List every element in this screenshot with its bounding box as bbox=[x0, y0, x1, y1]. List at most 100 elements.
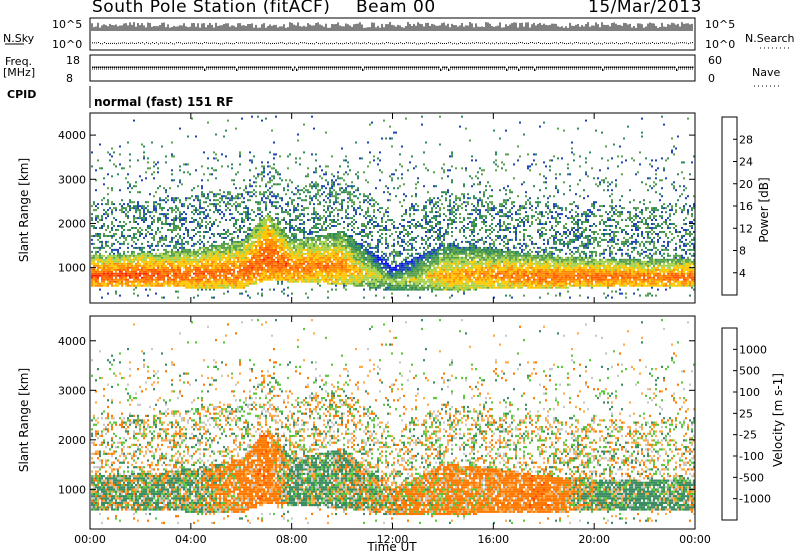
power-cell bbox=[211, 191, 213, 194]
power-cell bbox=[193, 199, 195, 202]
power-cell bbox=[281, 276, 283, 279]
power-cell bbox=[279, 223, 281, 225]
power-cell bbox=[147, 157, 149, 160]
power-cell bbox=[201, 185, 203, 188]
freq-dot bbox=[116, 66, 118, 68]
power-cell bbox=[211, 258, 213, 261]
nave-dot bbox=[374, 68, 375, 70]
power-cell bbox=[109, 282, 111, 285]
power-cell bbox=[97, 258, 99, 261]
power-cell bbox=[195, 284, 197, 287]
power-cell bbox=[253, 252, 255, 255]
power-cell bbox=[195, 135, 197, 138]
power-cell bbox=[273, 268, 275, 271]
power-cell bbox=[261, 165, 263, 168]
power-cell bbox=[275, 250, 277, 253]
power-cell bbox=[327, 260, 329, 263]
power-cell bbox=[193, 248, 195, 251]
power-cell bbox=[163, 280, 165, 283]
power-cell bbox=[167, 258, 169, 261]
power-cell bbox=[289, 250, 291, 253]
power-cell bbox=[321, 177, 323, 180]
power-cell bbox=[283, 187, 285, 190]
power-cell bbox=[153, 203, 155, 206]
nave-dot bbox=[640, 68, 641, 70]
power-cell bbox=[161, 221, 163, 223]
nave-dot bbox=[294, 68, 295, 70]
power-cell bbox=[103, 284, 105, 287]
power-cell bbox=[287, 270, 289, 273]
power-cell bbox=[221, 244, 223, 247]
power-cell bbox=[263, 270, 265, 273]
power-cell bbox=[105, 217, 107, 220]
power-cell bbox=[143, 252, 145, 255]
nave-dot bbox=[336, 68, 337, 70]
power-cell bbox=[177, 274, 179, 277]
power-cell bbox=[111, 280, 113, 283]
freq-dot bbox=[606, 66, 608, 68]
nsearch-dot bbox=[94, 42, 95, 44]
power-cell bbox=[309, 229, 311, 231]
power-cell bbox=[255, 195, 257, 198]
power-cell bbox=[99, 227, 101, 229]
power-cell bbox=[279, 274, 281, 277]
power-cell bbox=[297, 256, 299, 259]
power-cell bbox=[121, 280, 123, 283]
power-cell bbox=[241, 292, 243, 295]
power-cell bbox=[105, 242, 107, 245]
power-cell bbox=[237, 219, 239, 221]
power-cell bbox=[141, 264, 143, 267]
freq-dot bbox=[480, 66, 482, 68]
power-cell bbox=[223, 246, 225, 249]
power-cell bbox=[249, 250, 251, 253]
power-cell bbox=[111, 260, 113, 263]
power-cell bbox=[301, 240, 303, 243]
power-cell bbox=[139, 205, 141, 208]
nsearch-dot bbox=[98, 42, 99, 44]
freq-dot bbox=[262, 66, 264, 68]
power-cell bbox=[285, 266, 287, 269]
nave-dot bbox=[484, 68, 485, 70]
power-cell bbox=[125, 284, 127, 287]
power-cell bbox=[225, 278, 227, 281]
power-cell bbox=[207, 197, 209, 200]
power-cell bbox=[235, 274, 237, 277]
power-cell bbox=[175, 211, 177, 214]
power-cell bbox=[97, 262, 99, 265]
power-cell bbox=[271, 242, 273, 245]
power-cell bbox=[119, 153, 121, 156]
power-cell bbox=[175, 284, 177, 287]
power-cell bbox=[109, 246, 111, 249]
power-cell bbox=[251, 280, 253, 283]
freq-dot bbox=[404, 66, 406, 68]
power-cell bbox=[273, 219, 275, 221]
power-cell bbox=[197, 231, 199, 233]
power-cell bbox=[121, 227, 123, 229]
power-cell bbox=[315, 225, 317, 227]
nsearch-dot bbox=[110, 42, 111, 44]
power-cell bbox=[187, 135, 189, 138]
power-cell bbox=[281, 260, 283, 263]
freq-dot bbox=[326, 66, 328, 68]
power-cell bbox=[111, 258, 113, 261]
power-cell bbox=[215, 205, 217, 208]
power-cell bbox=[199, 246, 201, 249]
nave-dot bbox=[538, 68, 539, 70]
freq-dot bbox=[304, 66, 306, 68]
power-cell bbox=[287, 256, 289, 259]
power-cell bbox=[317, 276, 319, 279]
freq-dot bbox=[160, 66, 162, 68]
power-cell bbox=[249, 272, 251, 275]
nave-dot bbox=[270, 68, 271, 70]
power-cell bbox=[283, 236, 285, 239]
power-cell bbox=[227, 203, 229, 206]
power-cell bbox=[323, 264, 325, 267]
nave-dot bbox=[634, 68, 635, 70]
power-cell bbox=[121, 278, 123, 281]
nave-dot bbox=[464, 68, 465, 70]
power-cell bbox=[205, 266, 207, 269]
power-cell bbox=[311, 181, 313, 184]
power-cell bbox=[269, 270, 271, 273]
nave-dot bbox=[656, 68, 657, 70]
power-cell bbox=[269, 231, 271, 233]
